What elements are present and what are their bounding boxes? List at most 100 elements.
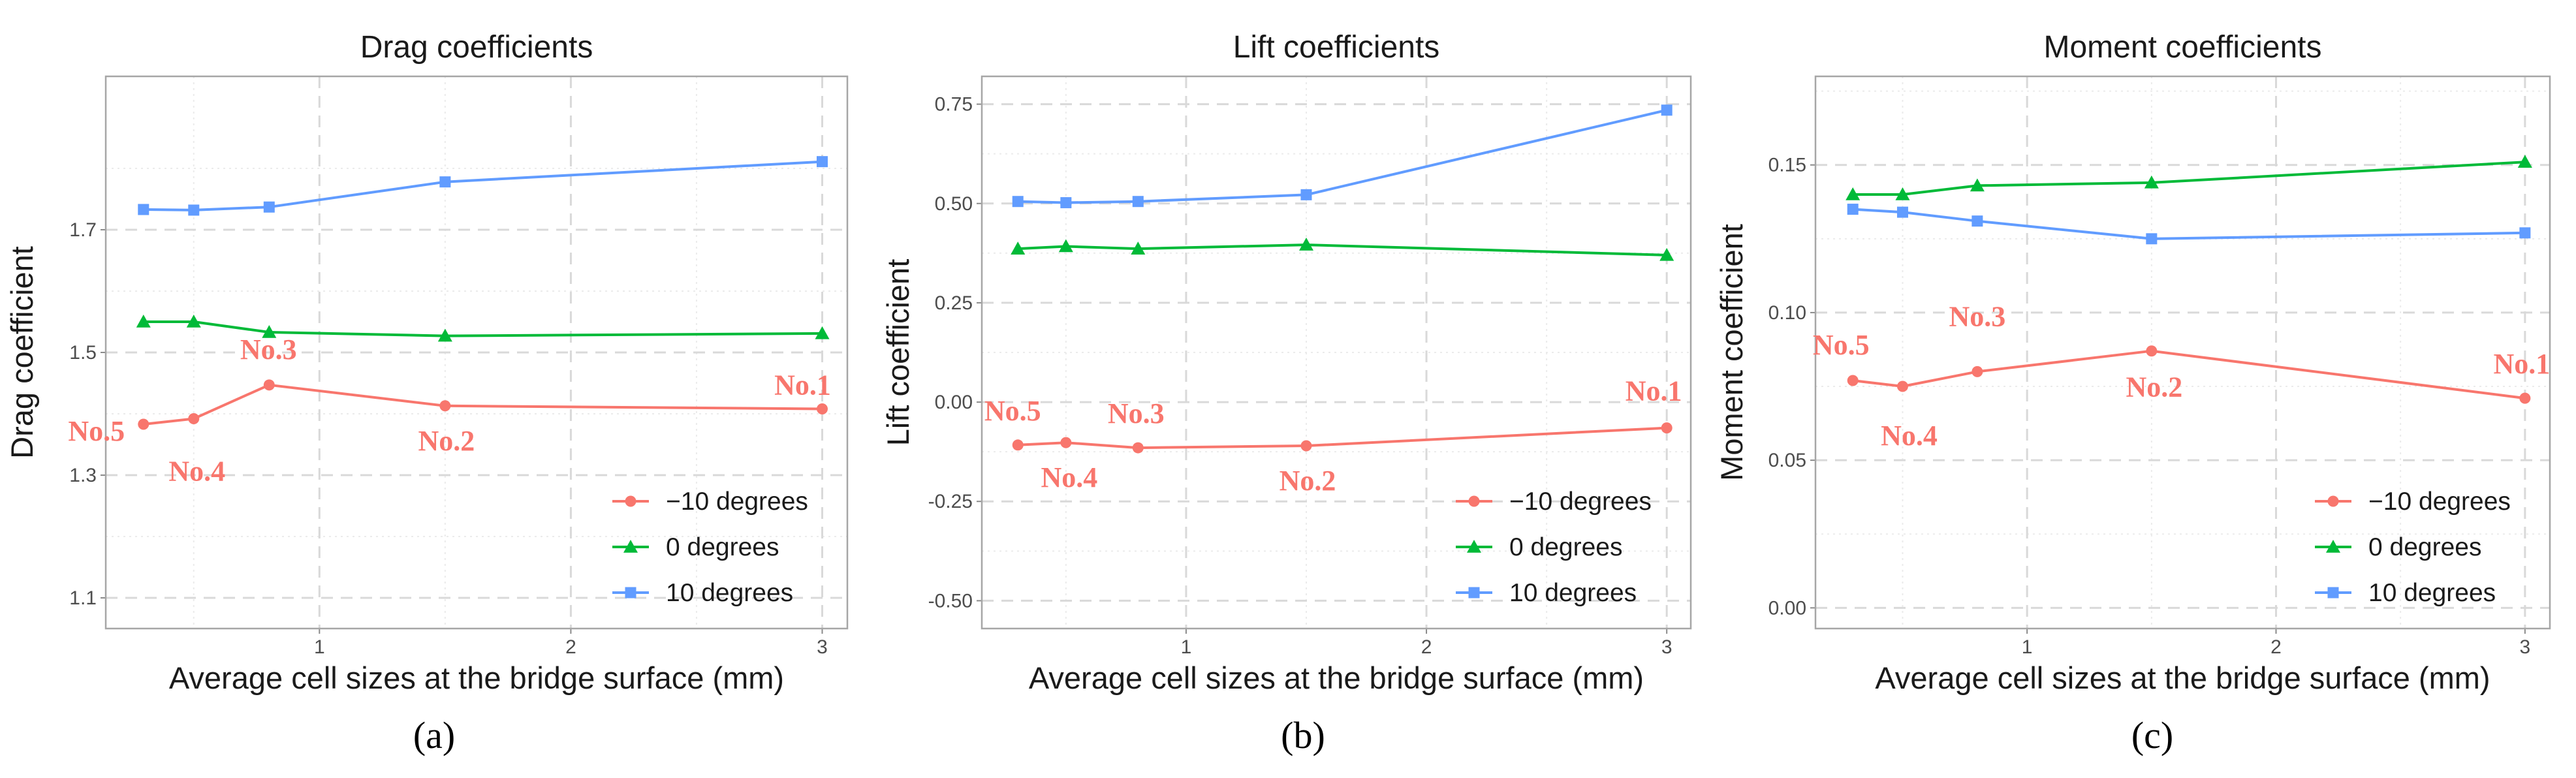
y-tick-label: -0.50 bbox=[928, 590, 973, 612]
data-point-s1-4 bbox=[2146, 345, 2158, 357]
legend-item-1: −10 degrees bbox=[2315, 488, 2511, 516]
data-point-s3-5 bbox=[2519, 227, 2531, 239]
x-axis-label: Average cell sizes at the bridge surface… bbox=[169, 661, 784, 695]
data-point-s3-1 bbox=[1847, 204, 1859, 215]
x-tick-label: 3 bbox=[817, 636, 828, 658]
legend-item-1: −10 degrees bbox=[1456, 488, 1652, 516]
x-tick-label: 1 bbox=[314, 636, 325, 658]
panel-caption: (a) bbox=[413, 714, 455, 756]
data-point-s1-5 bbox=[1661, 422, 1673, 434]
y-tick-label: 0.15 bbox=[1768, 155, 1806, 176]
legend-item-2: 0 degrees bbox=[612, 533, 779, 561]
x-tick-label: 2 bbox=[1421, 636, 1432, 658]
data-point-s2-1 bbox=[1846, 187, 1861, 200]
data-point-s3-1 bbox=[1012, 196, 1024, 208]
data-point-s2-1 bbox=[1011, 241, 1026, 255]
point-annotation: No.3 bbox=[1108, 397, 1165, 429]
data-point-s2-3 bbox=[262, 324, 277, 338]
y-tick-label: 0.05 bbox=[1768, 450, 1806, 471]
legend-item-1: −10 degrees bbox=[612, 488, 808, 516]
y-axis-label: Drag coefficient bbox=[5, 246, 39, 459]
data-point-s3-1 bbox=[138, 204, 149, 215]
point-annotation: No.1 bbox=[1626, 375, 1682, 407]
y-tick-label: 0.10 bbox=[1768, 302, 1806, 324]
data-point-s1-1 bbox=[1012, 439, 1024, 451]
legend-label: 10 degrees bbox=[1509, 579, 1637, 607]
data-point-s1-5 bbox=[2519, 392, 2531, 404]
data-point-s2-5 bbox=[815, 326, 830, 339]
legend-label: −10 degrees bbox=[666, 488, 808, 516]
legend-item-2: 0 degrees bbox=[1456, 533, 1622, 561]
data-point-s3-2 bbox=[1060, 197, 1072, 209]
data-point-s2-2 bbox=[186, 315, 201, 328]
chart-title: Moment coefficients bbox=[2044, 30, 2322, 65]
plot-border bbox=[104, 75, 849, 630]
data-point-s3-3 bbox=[263, 201, 275, 213]
point-annotation: No.5 bbox=[984, 395, 1041, 427]
data-point-s1-3 bbox=[1132, 442, 1144, 454]
x-tick-label: 3 bbox=[1661, 636, 1673, 658]
legend-item-2: 0 degrees bbox=[2315, 533, 2481, 561]
legend-label: 0 degrees bbox=[666, 533, 779, 561]
chart-title: Drag coefficients bbox=[360, 30, 593, 65]
legend-item-3: 10 degrees bbox=[1456, 579, 1637, 607]
data-point-s2-3 bbox=[1131, 241, 1146, 255]
chart-title: Lift coefficients bbox=[1233, 30, 1440, 65]
point-annotation: No.2 bbox=[1280, 465, 1336, 497]
point-annotation: No.5 bbox=[68, 415, 125, 447]
legend-label: −10 degrees bbox=[2368, 488, 2511, 516]
data-point-s1-4 bbox=[1300, 440, 1312, 452]
data-point-s1-4 bbox=[439, 400, 451, 412]
x-tick-label: 1 bbox=[2022, 636, 2033, 658]
point-annotation: No.2 bbox=[2126, 371, 2182, 403]
data-point-s1-2 bbox=[1060, 437, 1072, 448]
data-point-s2-5 bbox=[2517, 155, 2532, 168]
data-point-s2-4 bbox=[437, 328, 452, 342]
x-tick-label: 2 bbox=[2270, 636, 2282, 658]
data-point-s1-3 bbox=[1971, 366, 1983, 377]
legend-label: 0 degrees bbox=[1509, 533, 1622, 561]
panel-caption: (b) bbox=[1281, 714, 1325, 756]
data-point-s2-3 bbox=[1970, 178, 1985, 192]
legend-label: 0 degrees bbox=[2368, 533, 2481, 561]
data-point-s1-2 bbox=[1896, 381, 1908, 392]
data-point-s1-1 bbox=[138, 418, 149, 430]
data-point-s3-4 bbox=[2146, 233, 2158, 245]
plot-border bbox=[1814, 75, 2551, 630]
legend-swatch-marker bbox=[625, 495, 636, 507]
data-point-s3-3 bbox=[1971, 215, 1983, 227]
y-tick-label: 1.3 bbox=[69, 465, 97, 486]
point-annotation: No.5 bbox=[1813, 329, 1870, 361]
data-point-s2-1 bbox=[136, 315, 151, 328]
data-point-s3-4 bbox=[439, 176, 451, 188]
y-tick-label: 0.25 bbox=[935, 292, 973, 314]
y-tick-label: 0.00 bbox=[935, 392, 973, 413]
legend-label: −10 degrees bbox=[1509, 488, 1652, 516]
data-point-s3-5 bbox=[816, 156, 828, 168]
point-annotation: No.4 bbox=[168, 456, 225, 488]
data-point-s2-2 bbox=[1058, 239, 1073, 253]
data-point-s2-5 bbox=[1659, 247, 1674, 261]
legend-swatch-marker bbox=[2326, 540, 2340, 553]
data-point-s2-4 bbox=[1298, 238, 1313, 251]
x-tick-label: 3 bbox=[2520, 636, 2531, 658]
legend-label: 10 degrees bbox=[666, 579, 793, 607]
chart-3: 1 2 3 0.00 0.05 0.10 0.15 No.5 No.4 No.3 No.2 No.1 −… bbox=[1714, 30, 2551, 756]
data-point-s1-5 bbox=[816, 403, 828, 414]
y-tick-label: 0.00 bbox=[1768, 597, 1806, 619]
legend-swatch-marker bbox=[1468, 495, 1480, 507]
y-tick-label: 0.50 bbox=[935, 193, 973, 215]
y-tick-label: 1.5 bbox=[69, 342, 97, 364]
y-axis-label: Lift coefficient bbox=[881, 259, 915, 446]
point-annotation: No.4 bbox=[1041, 461, 1097, 493]
data-point-s3-2 bbox=[188, 204, 200, 216]
data-point-s2-2 bbox=[1895, 187, 1910, 200]
y-tick-label: -0.25 bbox=[928, 491, 973, 512]
y-axis-label: Moment coefficient bbox=[1714, 224, 1749, 481]
data-point-s1-1 bbox=[1847, 375, 1859, 386]
x-tick-label: 2 bbox=[565, 636, 576, 658]
chart-2: 1 2 3 -0.50 -0.25 0.00 0.25 0.50 0.75 No.5 No.4 No.… bbox=[881, 30, 1692, 756]
legend-item-3: 10 degrees bbox=[612, 579, 793, 607]
legend-swatch-marker bbox=[625, 587, 636, 599]
